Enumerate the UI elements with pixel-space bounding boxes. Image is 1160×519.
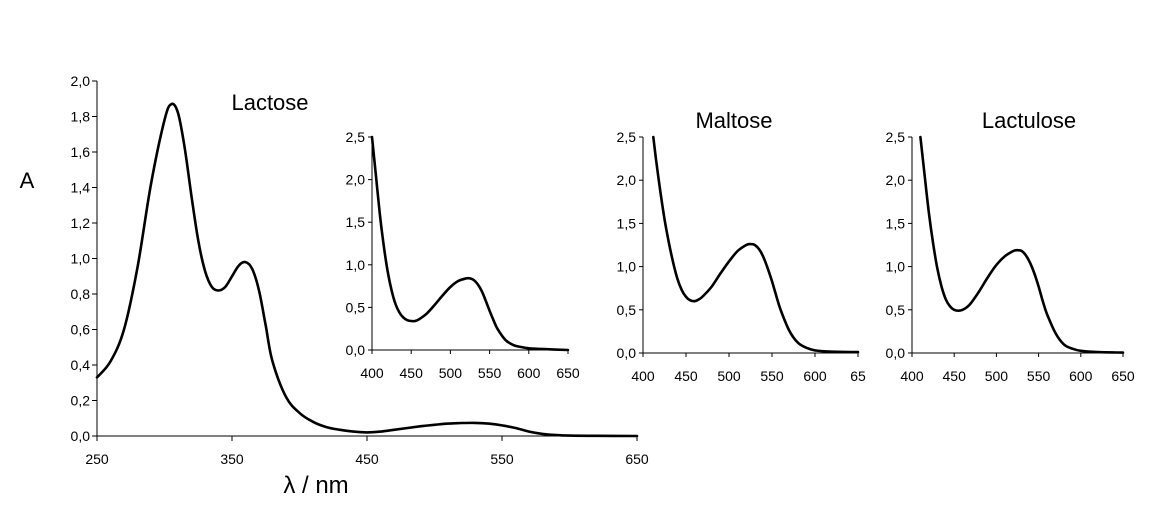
y-tick-label: 2,0 bbox=[71, 73, 91, 89]
x-tick-label: 250 bbox=[85, 451, 109, 467]
y-tick-label: 1,5 bbox=[617, 215, 637, 231]
y-tick-label: 0,0 bbox=[886, 345, 906, 361]
y-tick-label: 0,5 bbox=[346, 299, 366, 315]
x-tick-label: 550 bbox=[1027, 368, 1051, 384]
panel-label: Maltose bbox=[695, 108, 772, 133]
y-tick-label: 0,6 bbox=[71, 322, 91, 338]
y-tick-label: 0,8 bbox=[71, 286, 91, 302]
y-tick-label: 0,5 bbox=[886, 302, 906, 318]
spectrum-line-maltose bbox=[652, 135, 860, 354]
x-tick-label: 450 bbox=[400, 365, 424, 381]
x-tick-label: 550 bbox=[760, 368, 784, 384]
x-tick-label: 550 bbox=[478, 365, 502, 381]
y-tick-label: 1,2 bbox=[71, 215, 91, 231]
y-tick-label: 1,0 bbox=[71, 251, 91, 267]
chart-lactulose: 0,0 0,5 1,0 1,5 2,0 2,5 400 450 500 550 600 650 Lact… bbox=[886, 108, 1135, 384]
y-tick-label: 1,4 bbox=[71, 180, 91, 196]
y-tick-label: 0,0 bbox=[346, 342, 366, 358]
x-tick-label: 550 bbox=[490, 451, 514, 467]
x-tick-label: 450 bbox=[355, 451, 379, 467]
panel-label: Lactose bbox=[231, 90, 308, 115]
x-tick-label: 600 bbox=[803, 368, 827, 384]
y-tick-label: 2,0 bbox=[886, 172, 906, 188]
x-tick-label: 500 bbox=[439, 365, 463, 381]
y-tick-label: 1,0 bbox=[886, 259, 906, 275]
spectrum-line-lactose bbox=[95, 102, 639, 438]
x-tick-label: 450 bbox=[674, 368, 698, 384]
y-tick-label: 1,8 bbox=[71, 109, 91, 125]
y-tick-label: 2,0 bbox=[617, 172, 637, 188]
y-tick-label: 2,5 bbox=[617, 129, 637, 145]
x-tick-label: 650 bbox=[625, 451, 649, 467]
x-tick-label: 500 bbox=[717, 368, 741, 384]
y-tick-label: 1,5 bbox=[346, 214, 366, 230]
x-tick-label: 450 bbox=[943, 368, 967, 384]
x-tick-label: 650 bbox=[1111, 368, 1135, 384]
y-tick-label: 0,0 bbox=[71, 428, 91, 444]
y-tick-label: 1,0 bbox=[617, 259, 637, 275]
spectrum-line-inset bbox=[370, 135, 570, 352]
y-tick-label: 1,6 bbox=[71, 144, 91, 160]
x-axis-title: λ / nm bbox=[283, 472, 348, 499]
x-tick-label: 600 bbox=[1069, 368, 1093, 384]
x-tick-label: 650 bbox=[556, 365, 580, 381]
chart-maltose: 0,0 0,5 1,0 1,5 2,0 2,5 400 450 500 550 600 65 Malto… bbox=[617, 108, 866, 384]
y-tick-label: 0,0 bbox=[617, 345, 637, 361]
x-tick-label: 65 bbox=[850, 368, 866, 384]
x-tick-label: 350 bbox=[220, 451, 244, 467]
chart-inset: 0,0 0,5 1,0 1,5 2,0 2,5 400 450 500 550 600 650 bbox=[346, 129, 580, 381]
y-tick-label: 2,5 bbox=[346, 129, 366, 145]
y-tick-label: 1,5 bbox=[886, 215, 906, 231]
x-tick-label: 600 bbox=[517, 365, 541, 381]
x-tick-label: 400 bbox=[900, 368, 924, 384]
x-tick-label: 400 bbox=[631, 368, 655, 384]
y-tick-label: 0,4 bbox=[71, 357, 91, 373]
spectrum-line-lactulose bbox=[919, 135, 1125, 354]
y-tick-label: 2,0 bbox=[346, 172, 366, 188]
chart-lactose: 0,0 0,2 0,4 0,6 0,8 1,0 1,2 1,4 1,6 1,8 2,0 250 350 4… bbox=[20, 73, 649, 499]
x-tick-label: 400 bbox=[360, 365, 384, 381]
y-tick-label: 1,0 bbox=[346, 257, 366, 273]
y-axis-title: A bbox=[20, 168, 35, 193]
y-tick-label: 0,2 bbox=[71, 393, 91, 409]
x-tick-label: 500 bbox=[985, 368, 1009, 384]
panel-label: Lactulose bbox=[982, 108, 1076, 133]
y-tick-label: 0,5 bbox=[617, 302, 637, 318]
y-tick-label: 2,5 bbox=[886, 129, 906, 145]
